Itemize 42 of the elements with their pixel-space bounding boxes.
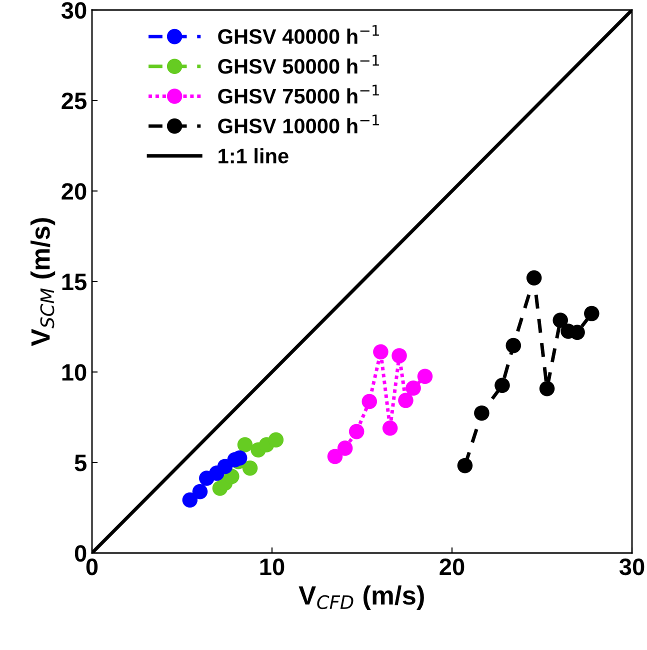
point (539, 381, 555, 396)
legend-label: 1:1 line (218, 148, 288, 164)
point (268, 432, 284, 448)
y-tick-label: 30 (61, 2, 86, 19)
point (552, 312, 568, 328)
legend-label: GHSV 10000 h$^{−1}$ (218, 114, 379, 134)
y-tick-label: 0 (74, 545, 86, 562)
x-tick-label: 0 (86, 558, 98, 576)
point (392, 348, 407, 364)
point (327, 448, 343, 464)
point (242, 460, 258, 476)
point (362, 394, 378, 410)
y-tick-label: 20 (62, 183, 86, 200)
y-tick-label: 10 (62, 364, 86, 381)
y-tick-label: 15 (62, 274, 86, 290)
point (237, 437, 253, 452)
point (417, 368, 433, 384)
point (526, 270, 542, 286)
point (182, 492, 198, 508)
point (337, 440, 353, 456)
x-tick-label: 10 (260, 558, 284, 576)
point (373, 344, 388, 360)
point (570, 324, 585, 340)
x-tick-label: 20 (440, 558, 464, 576)
point (398, 392, 414, 408)
point (406, 380, 421, 396)
y-tick-label: 25 (62, 92, 86, 110)
point (457, 458, 473, 474)
point (192, 484, 208, 500)
y-tick-label: 5 (74, 454, 86, 472)
x-tick-label: 30 (619, 558, 644, 576)
point (474, 405, 490, 421)
point (382, 420, 398, 436)
point (584, 306, 600, 322)
legend-label: GHSV 75000 h$^{−1}$ (218, 84, 379, 104)
y-axis-title: V$_{SCM}$ (m/s) (30, 218, 56, 346)
point (494, 378, 510, 394)
legend-label: GHSV 40000 h$^{−1}$ (218, 25, 379, 44)
point (506, 338, 522, 354)
x-axis-title: V$_{CFD}$ (m/s) (298, 585, 424, 610)
point (348, 424, 364, 440)
legend-label: GHSV 50000 h$^{−1}$ (218, 54, 379, 74)
